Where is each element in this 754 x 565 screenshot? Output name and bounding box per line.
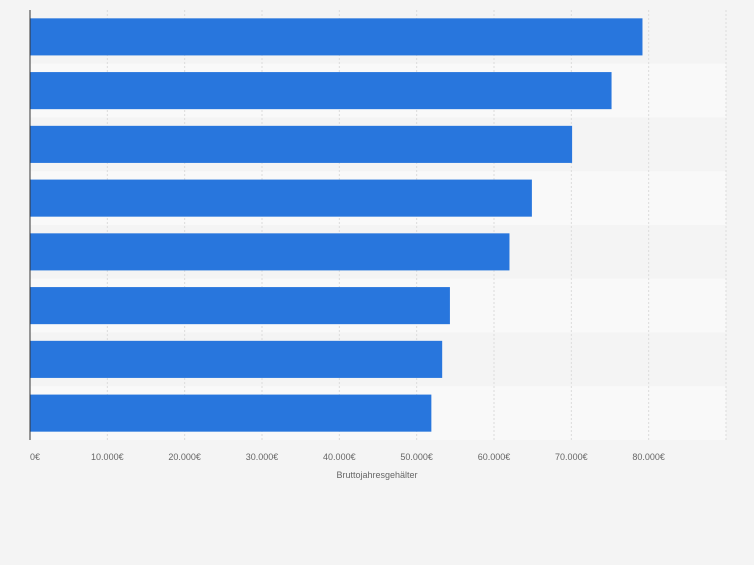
bar[interactable] [30, 233, 510, 271]
x-tick-label: 60.000€ [478, 452, 511, 462]
x-tick-label: 50.000€ [400, 452, 433, 462]
x-tick-label: 80.000€ [632, 452, 665, 462]
x-tick-label: 10.000€ [91, 452, 124, 462]
x-axis-ticks: 0€ 10.000€ 20.000€ 30.000€ 40.000€ 50.000€ 60.… [30, 452, 665, 462]
bars [30, 18, 643, 432]
x-tick-label: 20.000€ [168, 452, 201, 462]
x-tick-label: 40.000€ [323, 452, 356, 462]
x-axis-title: Bruttojahresgehälter [336, 470, 417, 480]
bar[interactable] [30, 72, 612, 110]
bar[interactable] [30, 394, 432, 432]
x-tick-label: 30.000€ [246, 452, 279, 462]
bar[interactable] [30, 340, 443, 378]
x-tick-label: 0€ [30, 452, 40, 462]
bar[interactable] [30, 179, 532, 217]
bar[interactable] [30, 125, 573, 163]
bar[interactable] [30, 18, 643, 56]
x-tick-label: 70.000€ [555, 452, 588, 462]
bar[interactable] [30, 287, 450, 325]
